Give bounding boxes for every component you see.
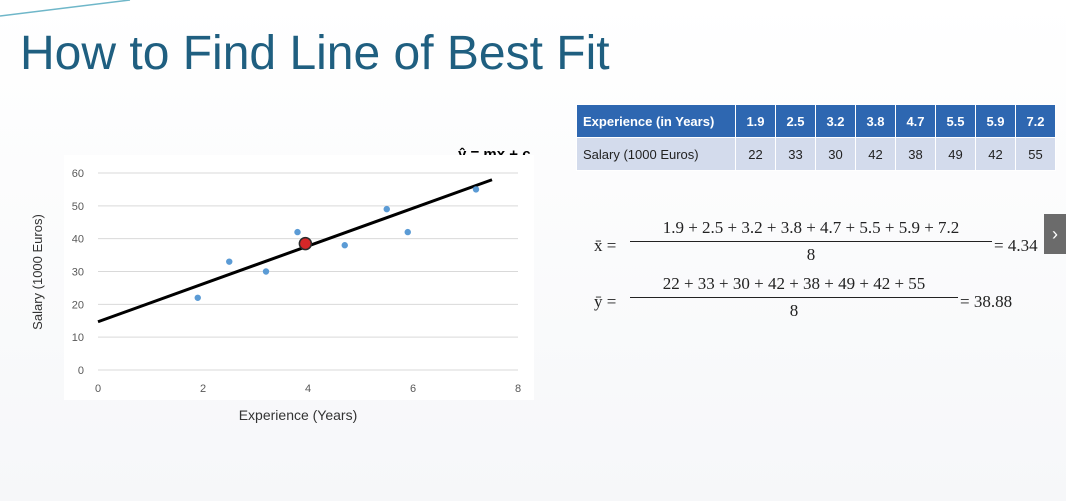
data-point bbox=[262, 268, 270, 275]
grid-lines bbox=[64, 155, 534, 400]
y-tick-label: 40 bbox=[72, 234, 84, 246]
table-header-cell: 5.9 bbox=[975, 104, 1016, 138]
fit-line-layer bbox=[97, 178, 493, 324]
table-cell: 55 bbox=[1015, 137, 1056, 171]
mean-point bbox=[298, 236, 313, 251]
x-axis-label: Experience (Years) bbox=[239, 407, 358, 423]
y-tick-label: 20 bbox=[72, 299, 84, 311]
data-point bbox=[194, 294, 201, 301]
chart-background bbox=[64, 155, 534, 400]
table-header-cell: 5.5 bbox=[935, 104, 976, 138]
table-cell: 49 bbox=[935, 137, 976, 171]
table-header-cell: 1.9 bbox=[735, 104, 776, 138]
table-row-label: Salary (1000 Euros) bbox=[576, 137, 736, 171]
data-point bbox=[341, 242, 348, 249]
slide-title: How to Find Line of Best Fit bbox=[20, 27, 610, 80]
table-header-cell: 7.2 bbox=[1015, 104, 1056, 138]
y-mean-numerator: 22 + 33 + 30 + 42 + 38 + 49 + 42 + 55 bbox=[662, 274, 926, 293]
x-tick-label: 2 bbox=[200, 383, 206, 395]
y-tick-label: 50 bbox=[72, 201, 84, 213]
data-point bbox=[226, 258, 233, 265]
table-cell: 22 bbox=[735, 137, 776, 171]
y-axis-label: Salary (1000 Euros) bbox=[30, 214, 45, 330]
next-slide-arrow-icon[interactable]: › bbox=[1044, 214, 1066, 254]
table-row: Salary (1000 Euros) 22 33 30 42 38 49 42… bbox=[576, 137, 1056, 171]
data-point bbox=[472, 186, 480, 193]
table-cell: 42 bbox=[855, 137, 896, 171]
y-mean-result: = 38.88 bbox=[960, 292, 1013, 311]
table-header-cell: 3.8 bbox=[855, 104, 896, 138]
axis-tick-labels: 0 10 20 30 40 50 60 0 2 4 6 8 bbox=[72, 168, 521, 395]
table-header-row: Experience (in Years) 1.9 2.5 3.2 3.8 4.… bbox=[576, 104, 1056, 138]
table-header-cell: 4.7 bbox=[895, 104, 936, 138]
corner-accent-line bbox=[0, 0, 131, 17]
fraction-bar bbox=[630, 241, 992, 242]
data-table: Experience (in Years) 1.9 2.5 3.2 3.8 4.… bbox=[576, 104, 1056, 171]
data-point bbox=[294, 228, 301, 236]
x-tick-label: 4 bbox=[305, 383, 311, 395]
scatter-chart: 0 10 20 30 40 50 60 0 2 4 6 8 Experience (Years) Sa… bbox=[30, 155, 534, 423]
fraction-bar bbox=[630, 297, 958, 298]
x-mean-numerator: 1.9 + 2.5 + 3.2 + 3.8 + 4.7 + 5.5 + 5.9 … bbox=[662, 218, 960, 237]
y-tick-label: 60 bbox=[72, 168, 84, 180]
table-cell: 38 bbox=[895, 137, 936, 171]
x-tick-label: 0 bbox=[95, 383, 101, 395]
x-mean-formula: x̄ = 1.9 + 2.5 + 3.2 + 3.8 + 4.7 + 5.5 +… bbox=[594, 218, 1054, 278]
x-tick-label: 6 bbox=[410, 383, 416, 395]
y-mean-denominator: 8 bbox=[789, 301, 799, 320]
data-point bbox=[404, 228, 411, 236]
table-header-cell: 3.2 bbox=[815, 104, 856, 138]
y-mean-lhs: ȳ = bbox=[594, 292, 617, 311]
y-tick-label: 0 bbox=[78, 365, 84, 377]
x-mean-lhs: x̄ = bbox=[594, 236, 617, 255]
y-mean-fraction: 22 + 33 + 30 + 42 + 38 + 49 + 42 + 55 8 bbox=[630, 274, 958, 321]
table-cell: 33 bbox=[775, 137, 816, 171]
x-mean-result: = 4.34 bbox=[994, 236, 1038, 255]
x-mean-fraction: 1.9 + 2.5 + 3.2 + 3.8 + 4.7 + 5.5 + 5.9 … bbox=[630, 218, 992, 265]
y-mean-formula: ȳ = 22 + 33 + 30 + 42 + 38 + 49 + 42 + 5… bbox=[594, 274, 1054, 334]
table-cell: 30 bbox=[815, 137, 856, 171]
y-tick-label: 30 bbox=[72, 267, 84, 279]
x-tick-label: 8 bbox=[515, 383, 521, 395]
data-point bbox=[383, 205, 390, 213]
x-mean-denominator: 8 bbox=[806, 245, 816, 264]
data-points bbox=[194, 186, 480, 301]
table-header-label: Experience (in Years) bbox=[576, 104, 736, 138]
table-header-cell: 2.5 bbox=[775, 104, 816, 138]
best-fit-line bbox=[97, 178, 493, 324]
y-tick-label: 10 bbox=[72, 332, 84, 344]
table-cell: 42 bbox=[975, 137, 1016, 171]
